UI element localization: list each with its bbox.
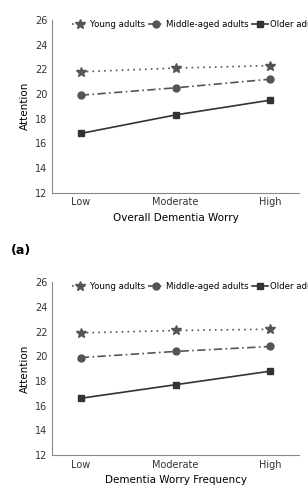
- X-axis label: Overall Dementia Worry: Overall Dementia Worry: [113, 213, 238, 223]
- Legend: Young adults, Middle-aged adults, Older adults: Young adults, Middle-aged adults, Older …: [72, 282, 308, 292]
- Y-axis label: Attention: Attention: [19, 344, 30, 393]
- X-axis label: Dementia Worry Frequency: Dementia Worry Frequency: [104, 476, 247, 486]
- Y-axis label: Attention: Attention: [19, 82, 30, 130]
- Legend: Young adults, Middle-aged adults, Older adults: Young adults, Middle-aged adults, Older …: [72, 20, 308, 29]
- Text: (a): (a): [10, 244, 31, 258]
